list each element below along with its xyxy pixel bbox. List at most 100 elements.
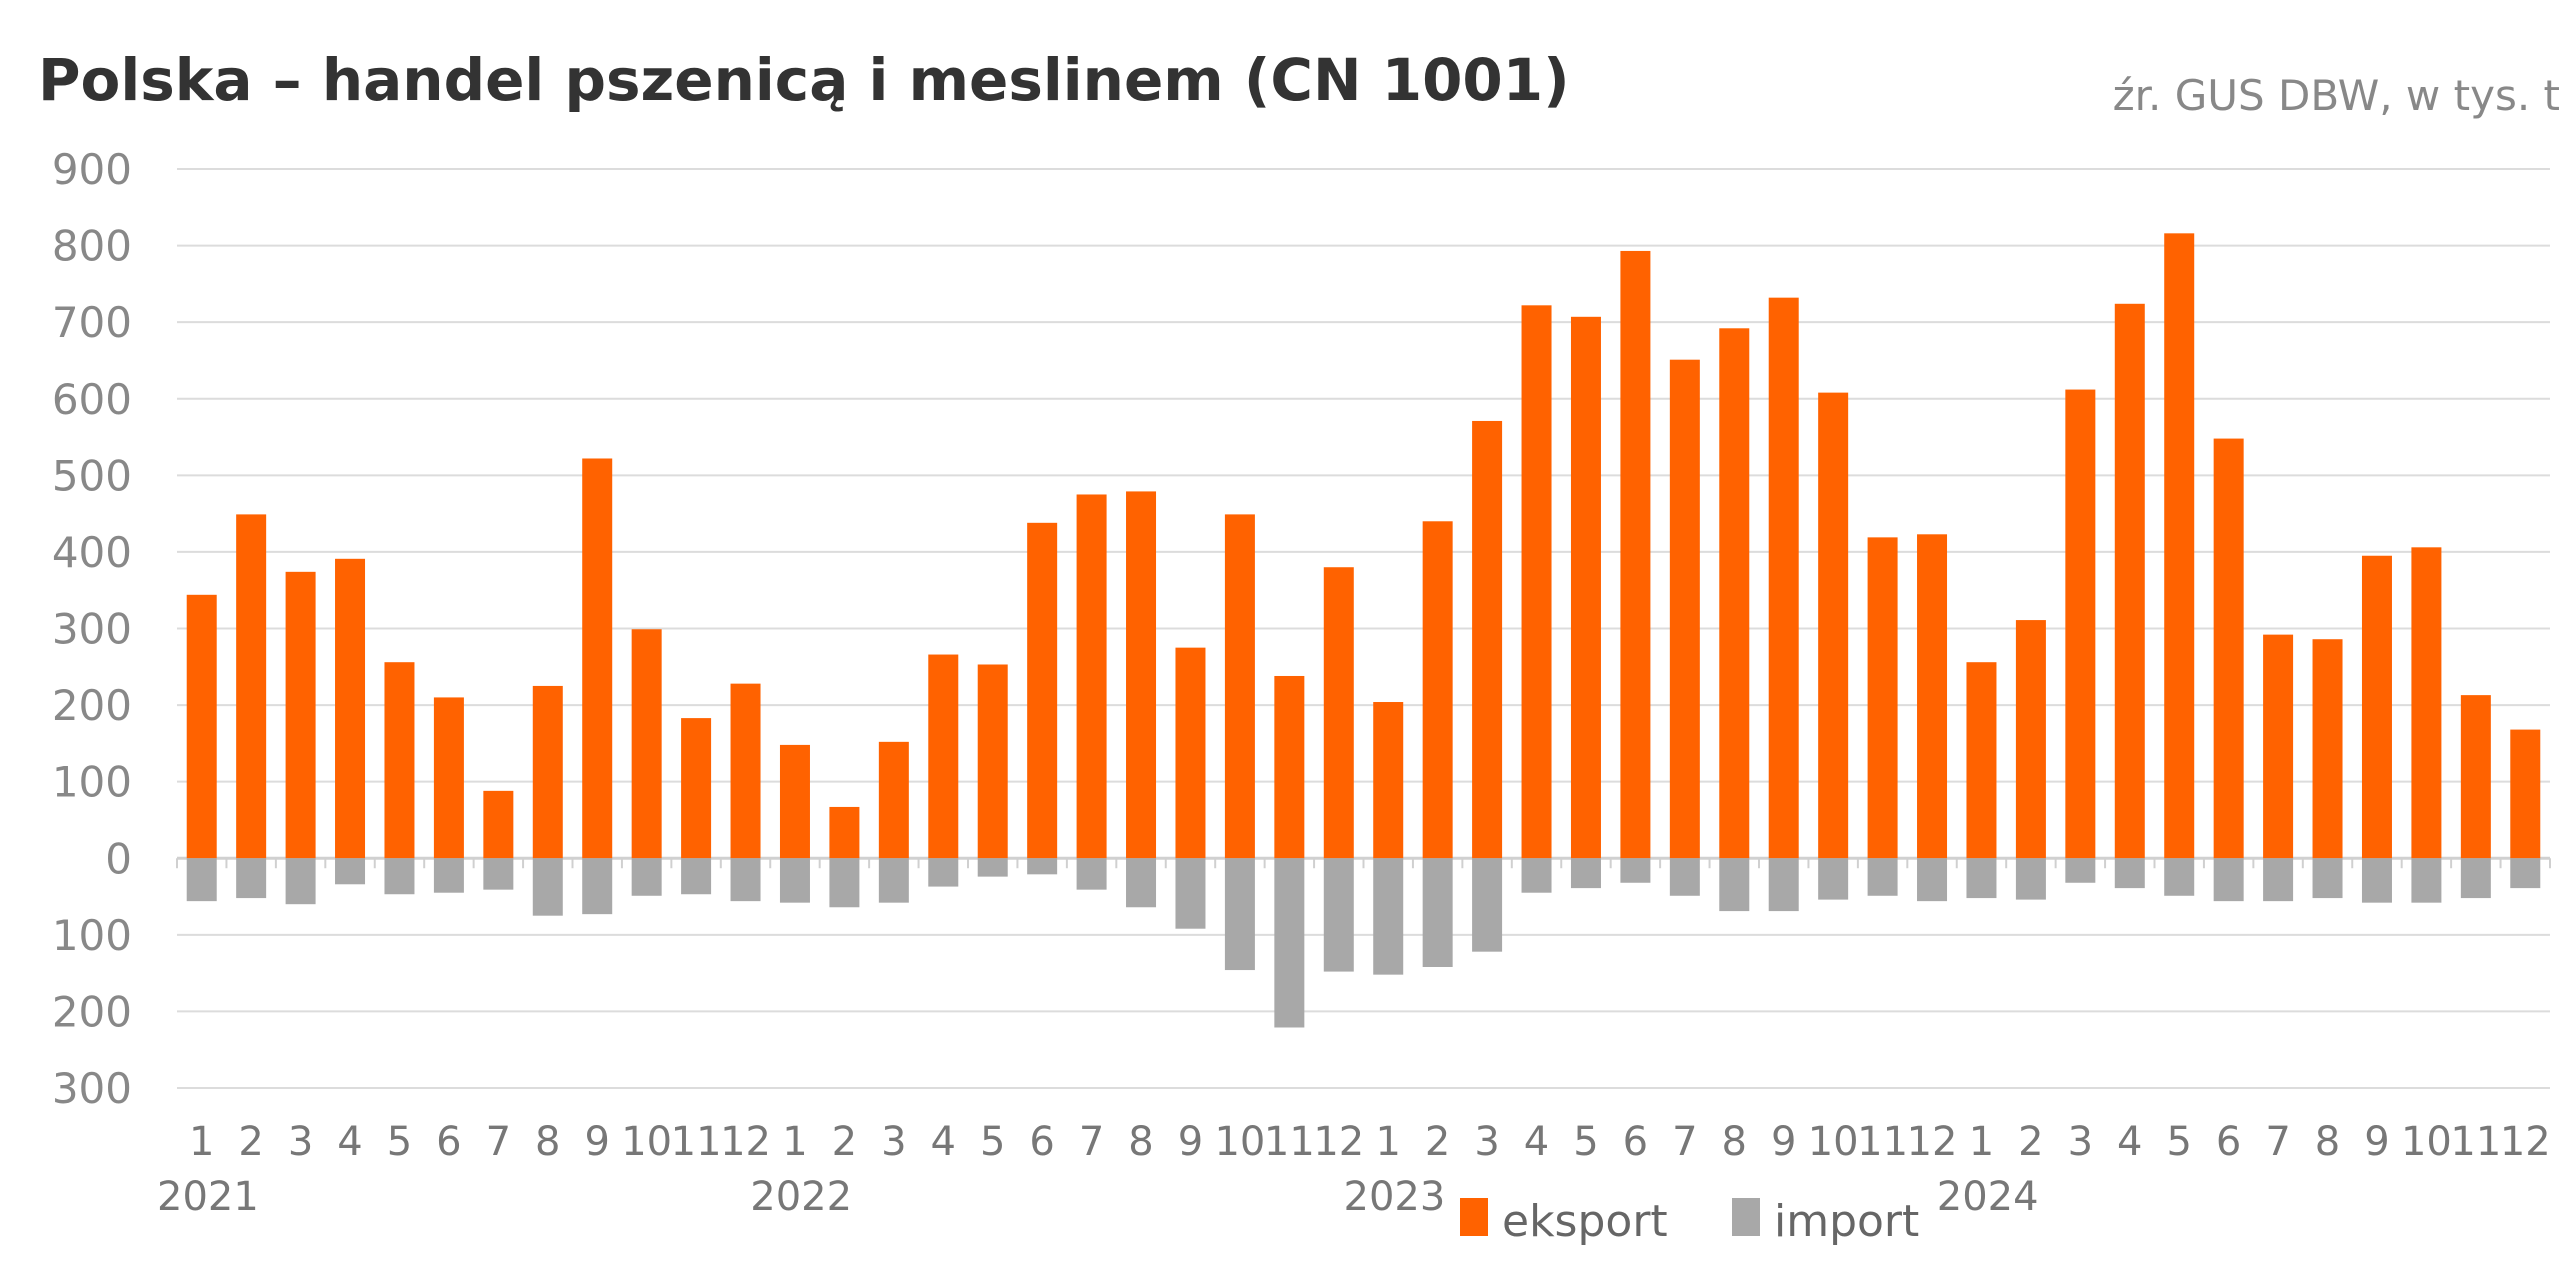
bar-import (1867, 858, 1898, 896)
y-tick-label: 200 (52, 681, 132, 730)
x-tick-label-month: 4 (931, 1119, 956, 1165)
bar-eksport (2361, 555, 2392, 859)
bar-import (1323, 858, 1354, 972)
x-tick-label-month: 2 (1425, 1119, 1450, 1165)
bar-eksport (1966, 662, 1997, 859)
bar-eksport (582, 458, 613, 859)
bar-eksport (730, 683, 761, 859)
x-tick-label-month: 7 (1672, 1119, 1697, 1165)
x-tick-label-month: 6 (1029, 1119, 1054, 1165)
bar-eksport (2510, 729, 2541, 859)
x-tick-label-month: 10 (1808, 1119, 1859, 1165)
x-tick-label-month: 3 (881, 1119, 906, 1165)
x-tick-label-month: 8 (2315, 1119, 2340, 1165)
bar-import (186, 858, 217, 902)
bar-eksport (1917, 534, 1948, 859)
bar-import (829, 858, 860, 908)
y-tick-label: 600 (52, 375, 132, 424)
bar-import (285, 858, 316, 905)
legend: eksport import (1460, 1196, 1919, 1247)
bar-import (1669, 858, 1700, 896)
x-tick-label-month: 11 (2450, 1119, 2501, 1165)
x-tick-label-month: 7 (1079, 1119, 1104, 1165)
bar-eksport (1323, 567, 1354, 859)
x-tick-label-month: 1 (1375, 1119, 1400, 1165)
bar-eksport (1818, 392, 1849, 859)
x-tick-label-month: 9 (1178, 1119, 1203, 1165)
bar-eksport (236, 514, 267, 859)
bar-import (631, 858, 662, 896)
x-tick-label-month: 11 (1857, 1119, 1908, 1165)
bar-import (2411, 858, 2442, 903)
x-tick-label-month: 9 (584, 1119, 609, 1165)
bar-import (1917, 858, 1948, 902)
bar-import (2015, 858, 2046, 900)
bar-import (1818, 858, 1849, 900)
bar-eksport (433, 697, 464, 859)
x-tick-label-month: 8 (535, 1119, 560, 1165)
bar-eksport (977, 664, 1008, 859)
y-tick-label: 0 (105, 834, 132, 883)
x-tick-label-month: 9 (2364, 1119, 2389, 1165)
x-tick-label-month: 3 (288, 1119, 313, 1165)
bar-import (1274, 858, 1305, 1028)
x-tick-label-month: 5 (1573, 1119, 1598, 1165)
bar-eksport (335, 558, 366, 859)
bar-eksport (829, 806, 860, 859)
bar-import (928, 858, 959, 887)
x-tick-label-month: 6 (436, 1119, 461, 1165)
bar-import (1224, 858, 1255, 971)
bars (186, 233, 2541, 1028)
x-tick-label-month: 10 (1214, 1119, 1265, 1165)
x-tick-label-month: 4 (1524, 1119, 1549, 1165)
x-tick-label-year: 2022 (750, 1174, 852, 1220)
bar-eksport (2015, 620, 2046, 859)
bar-eksport (1669, 359, 1700, 859)
x-tick-label-month: 11 (1264, 1119, 1315, 1165)
bar-eksport (1027, 522, 1058, 859)
y-tick-label: 400 (52, 528, 132, 577)
bar-eksport (1224, 514, 1255, 859)
bar-import (532, 858, 563, 916)
x-tick-label-month: 3 (1474, 1119, 1499, 1165)
bar-eksport (878, 741, 909, 859)
bar-import (1373, 858, 1404, 975)
bar-eksport (1373, 702, 1404, 859)
x-tick-label-month: 1 (1969, 1119, 1994, 1165)
x-tick-label-month: 1 (782, 1119, 807, 1165)
bar-eksport (285, 571, 316, 859)
bar-eksport (384, 662, 415, 859)
x-tick-label-month: 12 (1907, 1119, 1958, 1165)
x-tick-label-month: 1 (189, 1119, 214, 1165)
bar-eksport (1521, 305, 1552, 859)
bar-import (1719, 858, 1750, 912)
x-tick-label-year: 2021 (157, 1174, 259, 1220)
bar-eksport (1422, 521, 1453, 859)
x-tick-label-month: 5 (2166, 1119, 2191, 1165)
x-tick-label-month: 4 (2117, 1119, 2142, 1165)
bar-import (1966, 858, 1997, 899)
bar-import (2164, 858, 2195, 896)
bar-eksport (1620, 250, 1651, 859)
bar-eksport (1570, 316, 1601, 859)
bar-eksport (2411, 547, 2442, 859)
bar-import (2263, 858, 2294, 902)
x-tick-label-month: 5 (387, 1119, 412, 1165)
bar-import (2114, 858, 2145, 889)
y-tick-label: 700 (52, 298, 132, 347)
y-tick-label: 100 (52, 911, 132, 960)
bar-eksport (681, 718, 712, 859)
bar-import (384, 858, 415, 895)
bar-eksport (2263, 634, 2294, 859)
x-tick-label-month: 2 (832, 1119, 857, 1165)
bar-import (2213, 858, 2244, 902)
x-tick-label-month: 10 (621, 1119, 672, 1165)
x-tick-label-year: 2024 (1937, 1174, 2039, 1220)
bar-eksport (928, 654, 959, 859)
x-tick-label-month: 8 (1722, 1119, 1747, 1165)
bar-import (1472, 858, 1503, 952)
bar-import (878, 858, 909, 903)
bar-import (335, 858, 366, 885)
